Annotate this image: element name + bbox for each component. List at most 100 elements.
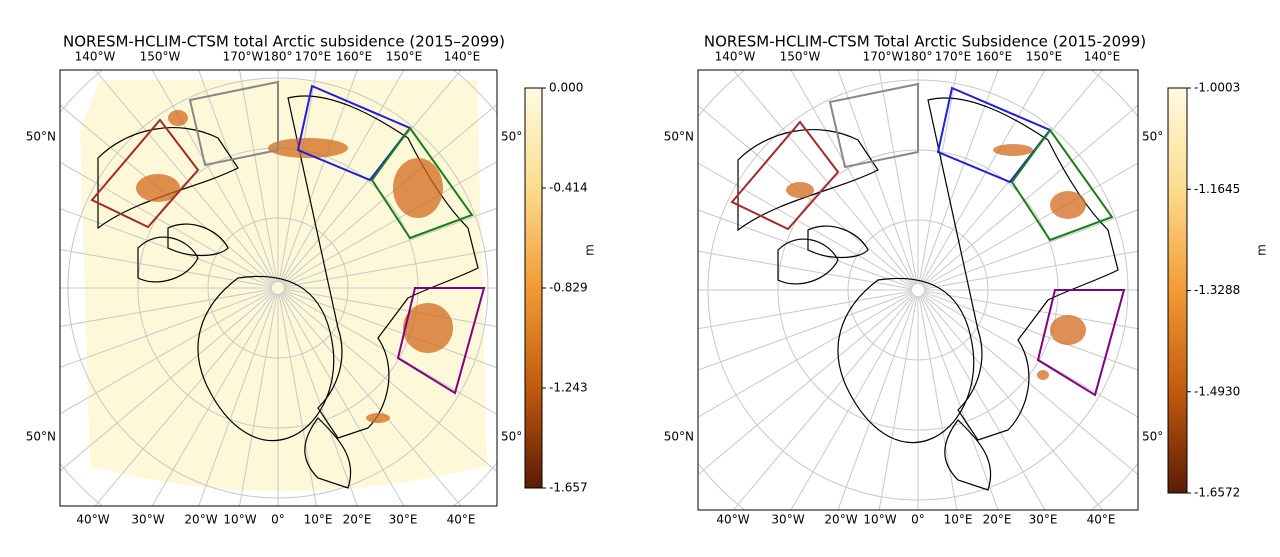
graticule-meridian bbox=[198, 70, 277, 283]
bottom-label: 20°W bbox=[184, 513, 217, 527]
colorbar-tick-label: -1.243 bbox=[549, 381, 588, 395]
graticule-meridian bbox=[281, 292, 462, 506]
bottom-label: 40°W bbox=[716, 513, 749, 527]
top-label: 140°W bbox=[715, 50, 756, 64]
graticule-meridian bbox=[878, 70, 918, 285]
region-box bbox=[296, 84, 412, 182]
top-label: 160°E bbox=[976, 50, 1013, 64]
graticule-meridian bbox=[282, 290, 497, 416]
graticule-meridian bbox=[698, 250, 913, 290]
graticule-meridian bbox=[279, 70, 358, 283]
graticule-meridian bbox=[282, 160, 497, 286]
graticule-meridian bbox=[698, 290, 913, 330]
coastline bbox=[807, 225, 869, 259]
graticule-meridian bbox=[60, 291, 274, 472]
left-label: 50°N bbox=[664, 430, 694, 444]
graticule-meridian bbox=[60, 289, 273, 368]
left-label: 50°N bbox=[26, 130, 56, 144]
graticule-meridian bbox=[923, 209, 1138, 289]
graticule-meridian bbox=[279, 293, 358, 506]
coastline bbox=[737, 129, 879, 232]
graticule-meridian bbox=[283, 207, 497, 287]
region-box bbox=[188, 80, 279, 167]
region-box bbox=[1036, 289, 1126, 397]
region-box bbox=[370, 126, 474, 240]
coastline bbox=[137, 236, 199, 283]
bottom-label: 0° bbox=[271, 513, 285, 527]
graticule-meridian bbox=[698, 104, 914, 287]
coastline bbox=[777, 238, 839, 285]
graticule-meridian bbox=[60, 104, 274, 285]
region-box bbox=[828, 82, 919, 169]
graticule-meridian bbox=[60, 290, 274, 415]
graticule-meridian bbox=[920, 294, 1046, 510]
region-box bbox=[1010, 128, 1114, 242]
graticule-meridian bbox=[790, 70, 916, 286]
subsidence-area bbox=[1050, 315, 1086, 345]
graticule-meridian bbox=[151, 292, 276, 506]
coastline bbox=[167, 223, 229, 257]
map-panel: NORESM-HCLIM-CTSM Total Arctic Subsidenc… bbox=[664, 33, 1269, 527]
graticule-meridian bbox=[60, 288, 273, 327]
colorbar-tick-label: -0.414 bbox=[549, 181, 588, 195]
top-label: 140°E bbox=[1084, 50, 1121, 64]
map-frame bbox=[697, 69, 1139, 511]
map-title: NORESM-HCLIM-CTSM total Arctic subsidenc… bbox=[63, 33, 505, 51]
bottom-label: 20°W bbox=[824, 513, 857, 527]
graticule-meridian bbox=[278, 293, 317, 506]
top-label: 150°W bbox=[140, 50, 181, 64]
colorbar-unit: m bbox=[583, 244, 597, 256]
graticule-meridian bbox=[918, 295, 958, 510]
graticule-meridian bbox=[280, 70, 405, 284]
graticule-meridian bbox=[239, 293, 278, 506]
bottom-label: 10°E bbox=[944, 513, 973, 527]
subsidence-area bbox=[393, 158, 443, 218]
map-panel: NORESM-HCLIM-CTSM total Arctic subsidenc… bbox=[26, 33, 597, 527]
coastline bbox=[944, 419, 992, 491]
subsidence-area bbox=[168, 110, 188, 126]
graticule-meridian bbox=[283, 289, 497, 369]
graticule-meridian bbox=[918, 70, 958, 285]
map-title: NORESM-HCLIM-CTSM Total Arctic Subsidenc… bbox=[704, 33, 1146, 51]
subsidence-area bbox=[366, 413, 390, 423]
graticule-meridian bbox=[922, 162, 1138, 288]
graticule-meridian bbox=[837, 70, 917, 285]
region-box bbox=[936, 86, 1052, 184]
colorbar-tick-label: -1.1645 bbox=[1194, 182, 1240, 196]
right-label: 50° bbox=[501, 430, 522, 444]
bottom-label: 10°E bbox=[304, 513, 333, 527]
top-label: 180° bbox=[264, 50, 293, 64]
subsidence-area bbox=[403, 303, 453, 353]
graticule-meridian bbox=[922, 104, 1138, 287]
graticule-meridian bbox=[878, 295, 918, 510]
right-label: 50° bbox=[1142, 430, 1163, 444]
coastline bbox=[97, 127, 239, 230]
bottom-label: 40°E bbox=[1087, 513, 1116, 527]
graticule-meridian bbox=[94, 292, 275, 506]
graticule-meridian bbox=[60, 249, 273, 288]
graticule-meridian bbox=[837, 295, 917, 510]
graticule-meridian bbox=[920, 70, 1046, 286]
colorbar-unit: m bbox=[1255, 244, 1269, 256]
graticule-meridian bbox=[283, 248, 497, 288]
bottom-label: 20°E bbox=[343, 513, 372, 527]
bottom-label: 40°E bbox=[447, 513, 476, 527]
top-label: 170°W bbox=[223, 50, 264, 64]
map-content bbox=[60, 70, 497, 506]
bottom-label: 10°W bbox=[223, 513, 256, 527]
graticule-meridian bbox=[923, 290, 1138, 330]
subsidence-area bbox=[786, 182, 814, 198]
graticule-meridian bbox=[923, 291, 1138, 371]
colorbar-tick-label: -0.829 bbox=[549, 281, 588, 295]
graticule-meridian bbox=[698, 293, 914, 476]
graticule-meridian bbox=[282, 103, 497, 285]
coastline bbox=[304, 417, 352, 489]
graticule-meridian bbox=[922, 293, 1138, 476]
colorbar-tick-label: -1.657 bbox=[549, 481, 588, 495]
top-label: 150°E bbox=[1026, 50, 1063, 64]
map-frame bbox=[59, 69, 498, 507]
left-label: 50°N bbox=[26, 430, 56, 444]
graticule-meridian bbox=[698, 291, 913, 371]
graticule-meridian bbox=[94, 70, 275, 284]
